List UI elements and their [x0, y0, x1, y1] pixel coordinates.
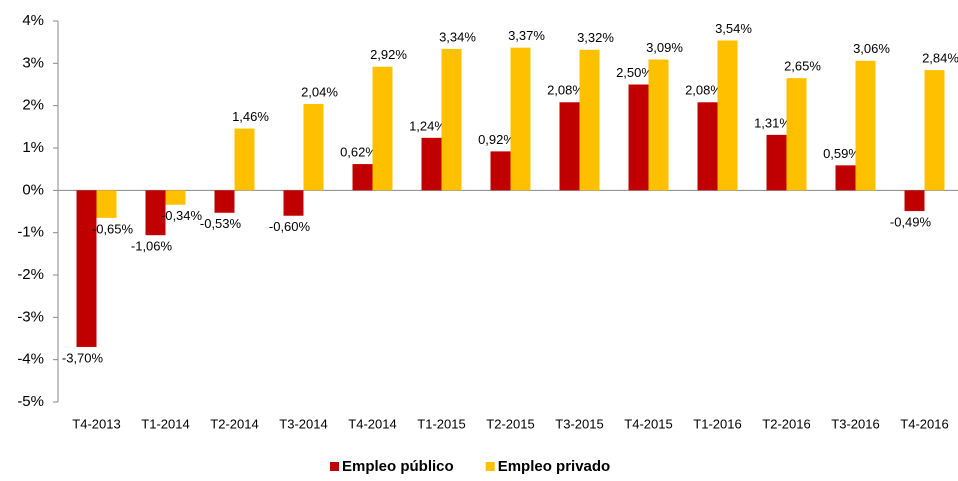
x-tick-label: T3-2014: [279, 416, 327, 431]
data-label: 0,92%: [478, 132, 515, 147]
data-label: -0,60%: [269, 219, 311, 234]
x-tick-label: T4-2016: [900, 416, 948, 431]
data-label: 2,08%: [547, 83, 584, 98]
bar: [628, 84, 649, 191]
data-label: 3,32%: [577, 30, 614, 45]
y-tick-label: 2%: [22, 97, 44, 114]
bar: [924, 70, 945, 191]
bar: [766, 134, 787, 191]
data-label: 3,09%: [646, 40, 683, 55]
bar: [441, 48, 462, 191]
bar: [786, 78, 807, 191]
bar: [510, 47, 531, 191]
y-tick-label: -3%: [17, 308, 44, 325]
data-label: 2,65%: [784, 59, 821, 74]
bar: [717, 40, 738, 191]
legend-swatch: [485, 462, 495, 471]
y-tick-label: -4%: [17, 351, 44, 368]
data-label: 1,46%: [232, 109, 269, 124]
y-tick-label: -2%: [17, 266, 44, 283]
y-tick-label: 3%: [22, 54, 44, 71]
x-tick-label: T2-2016: [762, 416, 810, 431]
bar: [835, 165, 856, 191]
bar: [697, 102, 718, 191]
bar: [579, 49, 600, 191]
data-label: 2,08%: [685, 83, 722, 98]
y-tick-label: -1%: [17, 224, 44, 241]
bar: [855, 60, 876, 191]
bar: [165, 190, 186, 205]
x-tick-label: T2-2014: [210, 416, 258, 431]
bar: [234, 128, 255, 191]
data-label: -0,34%: [161, 208, 203, 223]
bar: [352, 164, 373, 191]
data-label: 3,37%: [508, 28, 545, 43]
x-tick-label: T4-2015: [624, 416, 672, 431]
bar: [76, 190, 97, 347]
x-tick-label: T1-2016: [693, 416, 741, 431]
x-tick-label: T1-2015: [417, 416, 465, 431]
y-tick-label: 4%: [22, 12, 44, 29]
data-label: 3,34%: [439, 29, 476, 44]
data-label: 2,50%: [616, 65, 653, 80]
legend-label: Empleo público: [342, 458, 454, 475]
y-tick-label: 0%: [22, 181, 44, 198]
data-label: 1,24%: [409, 118, 446, 133]
data-label: 3,06%: [853, 41, 890, 56]
y-tick-label: 1%: [22, 139, 44, 156]
y-tick-label: -5%: [17, 393, 44, 410]
x-tick-label: T2-2015: [486, 416, 534, 431]
bar: [421, 137, 442, 191]
data-label: 2,84%: [922, 51, 958, 66]
bar: [214, 190, 235, 213]
x-tick-label: T1-2014: [141, 416, 189, 431]
data-label: 2,92%: [370, 47, 407, 62]
bar: [283, 190, 304, 216]
x-tick-label: T3-2016: [831, 416, 879, 431]
data-label: -3,70%: [62, 350, 104, 365]
data-label: -0,49%: [890, 215, 932, 230]
bar: [372, 66, 393, 191]
x-tick-label: T4-2014: [348, 416, 396, 431]
bar: [145, 190, 166, 236]
bar: [303, 103, 324, 191]
legend-label: Empleo privado: [498, 458, 611, 475]
bar: [490, 151, 511, 191]
bar: [904, 190, 925, 212]
bar: [559, 102, 580, 191]
data-label: 1,31%: [754, 115, 791, 130]
legend-swatch: [330, 462, 339, 471]
data-label: 2,04%: [301, 84, 338, 99]
bar: [96, 190, 117, 218]
data-label: 3,54%: [715, 21, 752, 36]
data-label: -0,65%: [92, 221, 134, 236]
data-label: 0,59%: [823, 146, 860, 161]
data-label: -1,06%: [131, 239, 173, 254]
data-label: 0,62%: [340, 145, 377, 160]
bar: [648, 59, 669, 191]
data-label: -0,53%: [200, 216, 242, 231]
x-tick-label: T4-2013: [72, 416, 120, 431]
x-tick-label: T3-2015: [555, 416, 603, 431]
